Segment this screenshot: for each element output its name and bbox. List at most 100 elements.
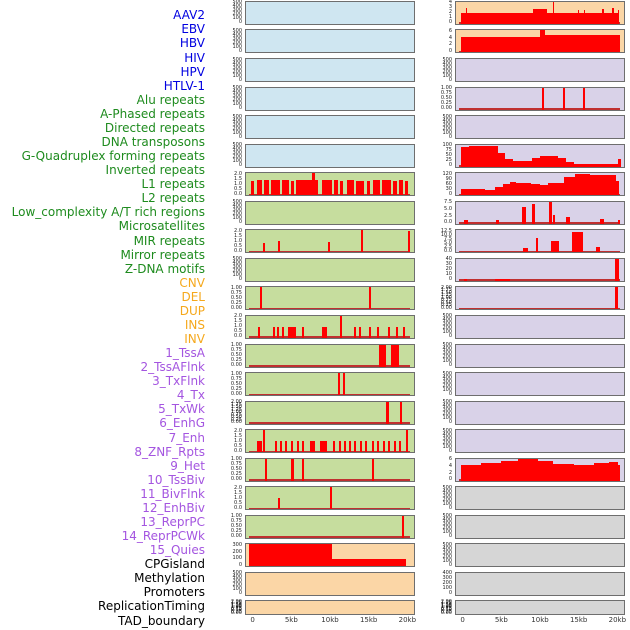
y-tick-label: 0.00 — [230, 419, 242, 426]
track-panel — [455, 0, 625, 25]
y-tick-label: 40 — [445, 256, 452, 263]
data-bar — [257, 326, 260, 338]
track-panel — [245, 400, 415, 425]
y-tick-label: 300 — [442, 549, 452, 556]
data-bar — [330, 487, 333, 510]
y-tick-label: 1.00 — [440, 85, 452, 92]
y-tick-label: 5.0 — [444, 239, 452, 246]
data-bar — [365, 441, 368, 453]
y-tick-label: 400 — [442, 346, 452, 352]
y-tick-label: 0.00 — [230, 390, 242, 397]
y-tick-label: 400 — [232, 146, 242, 153]
y-tick-label: 300 — [442, 521, 452, 528]
track-panel — [245, 372, 415, 397]
y-tick-label: 400 — [232, 31, 242, 38]
data-bar — [538, 461, 554, 481]
data-bar — [262, 242, 265, 253]
y-tick-label: 2.00 — [440, 598, 452, 605]
data-bar — [337, 373, 341, 396]
data-bar — [552, 1, 555, 24]
track-panel — [245, 86, 415, 111]
y-tick-label: 400 — [442, 517, 452, 524]
y-tick-label: 0.75 — [440, 90, 452, 97]
y-tick-label: 1.0 — [234, 323, 242, 330]
y-tick-label: 0.75 — [230, 375, 242, 382]
y-tick-label: 2.0 — [234, 227, 242, 234]
data-bar — [594, 164, 614, 167]
data-bar — [563, 176, 576, 196]
y-tick-label: 0.00 — [230, 609, 242, 616]
y-tick-label: 500 — [232, 199, 242, 206]
track-panel — [455, 486, 625, 511]
baseline — [459, 250, 620, 253]
y-tick-label: 100 — [232, 555, 242, 562]
data-bar — [553, 464, 574, 481]
x-tick-label: 15kb — [359, 616, 378, 624]
y-tick-label: 100 — [442, 529, 452, 536]
y-tick-label: 400 — [442, 117, 452, 124]
y-tick-label: 12.5 — [440, 227, 452, 234]
data-bar — [540, 184, 549, 196]
y-tick-label: 0 — [448, 390, 452, 397]
y-tick-label: 1.75 — [440, 287, 452, 294]
y-tick-label: 3 — [448, 4, 452, 11]
data-bar — [372, 458, 375, 481]
y-tick-label: 100 — [442, 557, 452, 564]
y-tick-label: 0 — [238, 590, 242, 597]
baseline — [459, 307, 620, 310]
track-label: 5_TxWk — [158, 402, 205, 417]
data-bar — [407, 231, 410, 253]
data-bar — [504, 159, 514, 167]
track-label: HIV — [184, 50, 205, 65]
y-tick-label: 0.75 — [230, 289, 242, 296]
data-bar — [562, 87, 565, 110]
y-tick-label: 500 — [232, 27, 242, 34]
data-bar — [614, 259, 619, 281]
track-label: 2_TssAFlnk — [140, 360, 205, 375]
y-tick-label: 0.00 — [230, 304, 242, 311]
track-panel — [455, 229, 625, 254]
y-tick-label: 200 — [442, 382, 452, 389]
y-tick-label: 200 — [442, 68, 452, 75]
y-tick-label: 500 — [442, 541, 452, 548]
y-tick-label: 400 — [442, 431, 452, 438]
track-label: 11_BivFlnk — [140, 486, 205, 501]
data-bar — [382, 441, 385, 453]
y-tick-label: 0.25 — [230, 357, 242, 363]
data-bar — [372, 180, 381, 196]
track-label: 4_Tx — [176, 388, 205, 403]
track-label: HPV — [180, 64, 205, 79]
data-bar — [582, 87, 585, 110]
data-bar — [339, 315, 342, 338]
track-panel — [455, 257, 625, 282]
y-tick-label: 0.75 — [440, 297, 452, 304]
data-bar — [251, 180, 255, 196]
y-tick-label: 1.25 — [230, 406, 242, 413]
y-tick-label: 500 — [442, 399, 452, 406]
y-tick-label: 100 — [442, 443, 452, 450]
y-tick-label: 1.00 — [440, 294, 452, 301]
data-bar — [541, 87, 544, 110]
y-tick-label: 2.00 — [230, 598, 242, 605]
y-tick-label: 300 — [232, 35, 242, 42]
track-panel — [245, 486, 415, 511]
data-bar — [359, 326, 362, 338]
data-bar — [368, 287, 371, 310]
y-tick-label: 2.5 — [444, 212, 452, 219]
y-tick-label: 0.50 — [230, 414, 242, 421]
y-tick-label: 200 — [442, 439, 452, 446]
data-bar — [377, 326, 380, 338]
track-label: Inverted repeats — [105, 163, 205, 178]
track-label: Microsatellites — [118, 219, 205, 234]
y-tick-label: 300 — [442, 575, 452, 582]
track-panel — [455, 372, 625, 397]
y-tick-label: 10 — [445, 271, 452, 278]
y-tick-label: 1.50 — [440, 289, 452, 296]
y-tick-label: 1 — [448, 14, 452, 21]
baseline — [249, 479, 410, 481]
y-tick-label: 200 — [232, 582, 242, 589]
y-tick-label: 0.5 — [234, 328, 242, 335]
data-bar — [387, 326, 390, 338]
data-bar — [461, 188, 470, 196]
